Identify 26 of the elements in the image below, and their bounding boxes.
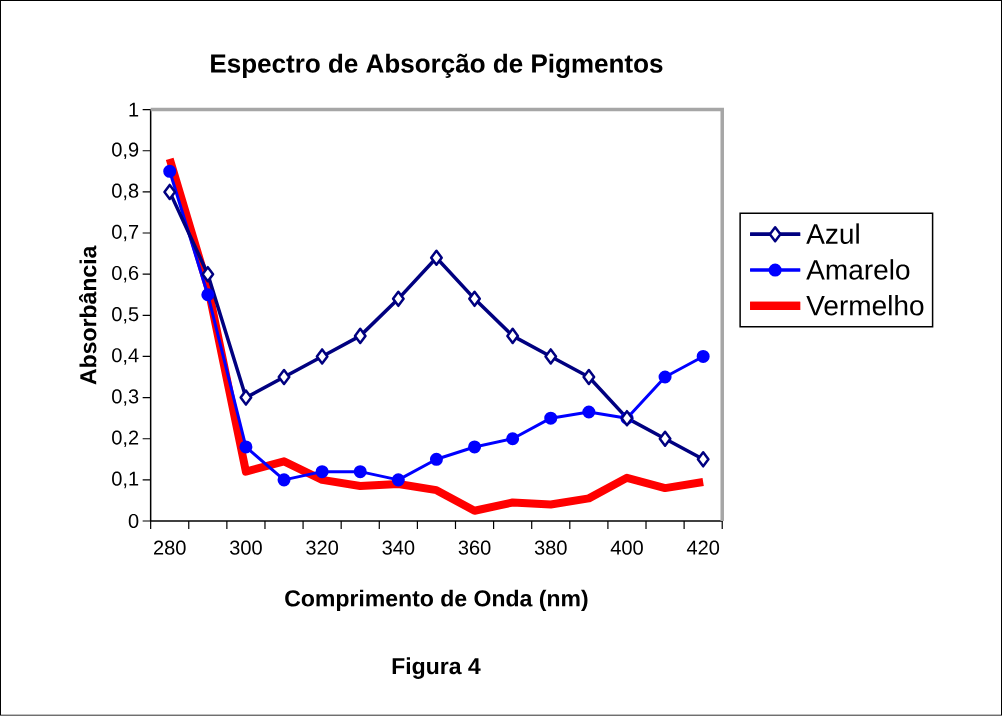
text: Figura 4 [392,657,481,680]
x-tick-label: 280 [154,540,186,555]
x-axis-title: Comprimento de Onda (nm) [285,589,588,612]
y-tick-label: 0,6 [112,266,139,283]
y-tick-label: 0,7 [112,224,139,242]
x-tick-label: 340 [382,540,415,555]
y-tick-label: 1 [129,102,139,117]
x-tick-label: 380 [534,540,567,555]
y-tick-label: 0,1 [112,471,139,489]
y-tick-label: 0 [128,514,139,529]
y-tick-label: 0,8 [112,183,139,201]
x-tick-label: 400 [610,540,643,555]
chart-title: Espectro de Absorção de Pigmentos [211,53,663,79]
y-tick-label: 0,3 [112,389,139,406]
y-tick-label: 0,9 [112,142,139,160]
legend-label: Vermelho [806,295,924,316]
y-tick-label: 0,2 [112,430,139,448]
x-tick-label: 360 [458,540,491,555]
y-tick-label: 0,4 [112,348,139,365]
y-tick-label: 0,5 [112,307,139,324]
legend-label: Azul [806,223,859,245]
x-tick-label: 420 [686,540,720,555]
x-tick-label: 300 [229,540,262,555]
x-tick-label: 320 [306,540,339,555]
legend-label: Amarelo [806,259,910,280]
y-axis-title: Absorbância [78,245,97,385]
